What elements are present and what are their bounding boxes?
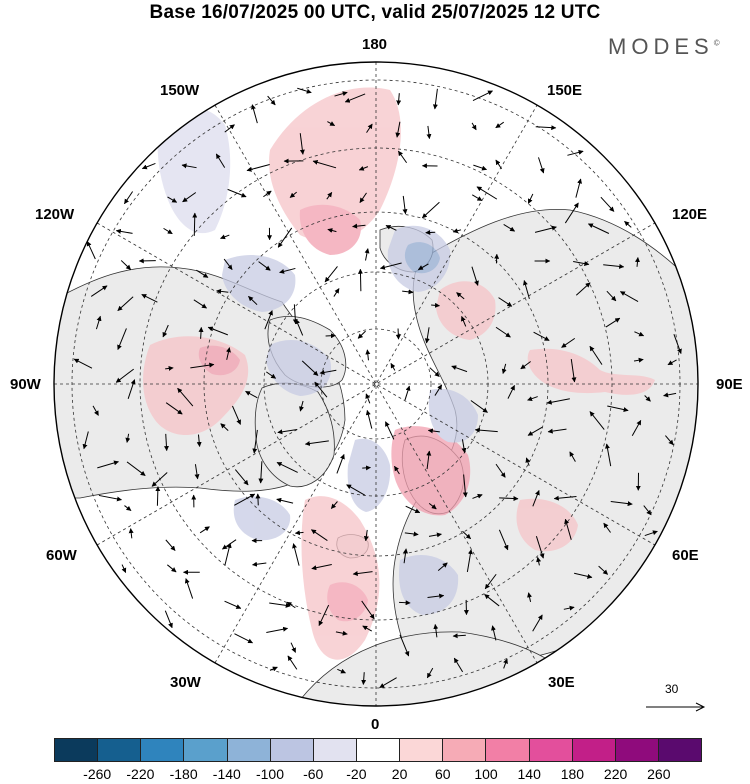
color-swatch [530, 739, 573, 761]
color-swatch [443, 739, 486, 761]
longitude-label-0: 0 [371, 716, 379, 733]
color-swatch [659, 739, 701, 761]
wind-arrow [194, 213, 195, 236]
color-swatch [400, 739, 443, 761]
color-tick-label: -180 [170, 766, 198, 782]
wind-arrow [426, 232, 435, 233]
wind-arrow [258, 494, 259, 505]
color-swatch [486, 739, 529, 761]
longitude-label-30e: 30E [548, 674, 575, 691]
color-swatch [98, 739, 141, 761]
longitude-label-120w: 120W [35, 206, 74, 223]
color-swatch [271, 739, 314, 761]
color-swatch [616, 739, 659, 761]
longitude-label-30w: 30W [170, 674, 201, 691]
longitude-label-90e: 90E [716, 376, 743, 393]
color-tick-label: -60 [303, 766, 323, 782]
color-scale-ticks: -260 -220 -180 -140 -100 -60 -20 20 60 100 140 180 2… [0, 766, 750, 784]
color-tick-label: 260 [647, 766, 670, 782]
color-tick-label: -140 [213, 766, 241, 782]
color-swatch [357, 739, 400, 761]
color-swatch [55, 739, 98, 761]
color-swatch [573, 739, 616, 761]
wind-arrow [362, 468, 370, 469]
longitude-label-60e: 60E [672, 547, 699, 564]
color-tick-label: -20 [346, 766, 366, 782]
wind-arrow [399, 602, 410, 603]
longitude-label-90w: 90W [10, 376, 41, 393]
color-swatch [141, 739, 184, 761]
reference-vector: 30 [640, 682, 710, 722]
color-swatch [314, 739, 357, 761]
color-tick-label: -100 [256, 766, 284, 782]
color-tick-label: 100 [474, 766, 497, 782]
longitude-label-150e: 150E [547, 82, 582, 99]
color-scale-bar [54, 738, 702, 762]
color-tick-label: 220 [604, 766, 627, 782]
color-tick-label: -220 [126, 766, 154, 782]
color-tick-label: -260 [83, 766, 111, 782]
color-tick-label: 20 [392, 766, 408, 782]
longitude-label-180: 180 [362, 36, 387, 53]
color-swatch [228, 739, 271, 761]
color-swatch [184, 739, 227, 761]
longitude-label-120e: 120E [672, 206, 707, 223]
color-tick-label: 60 [435, 766, 451, 782]
longitude-label-150w: 150W [160, 82, 199, 99]
wind-arrow [157, 487, 158, 506]
color-tick-label: 180 [561, 766, 584, 782]
right-arrow-icon [640, 682, 710, 722]
wind-arrow [326, 335, 336, 336]
longitude-label-60w: 60W [46, 547, 77, 564]
color-tick-label: 140 [518, 766, 541, 782]
